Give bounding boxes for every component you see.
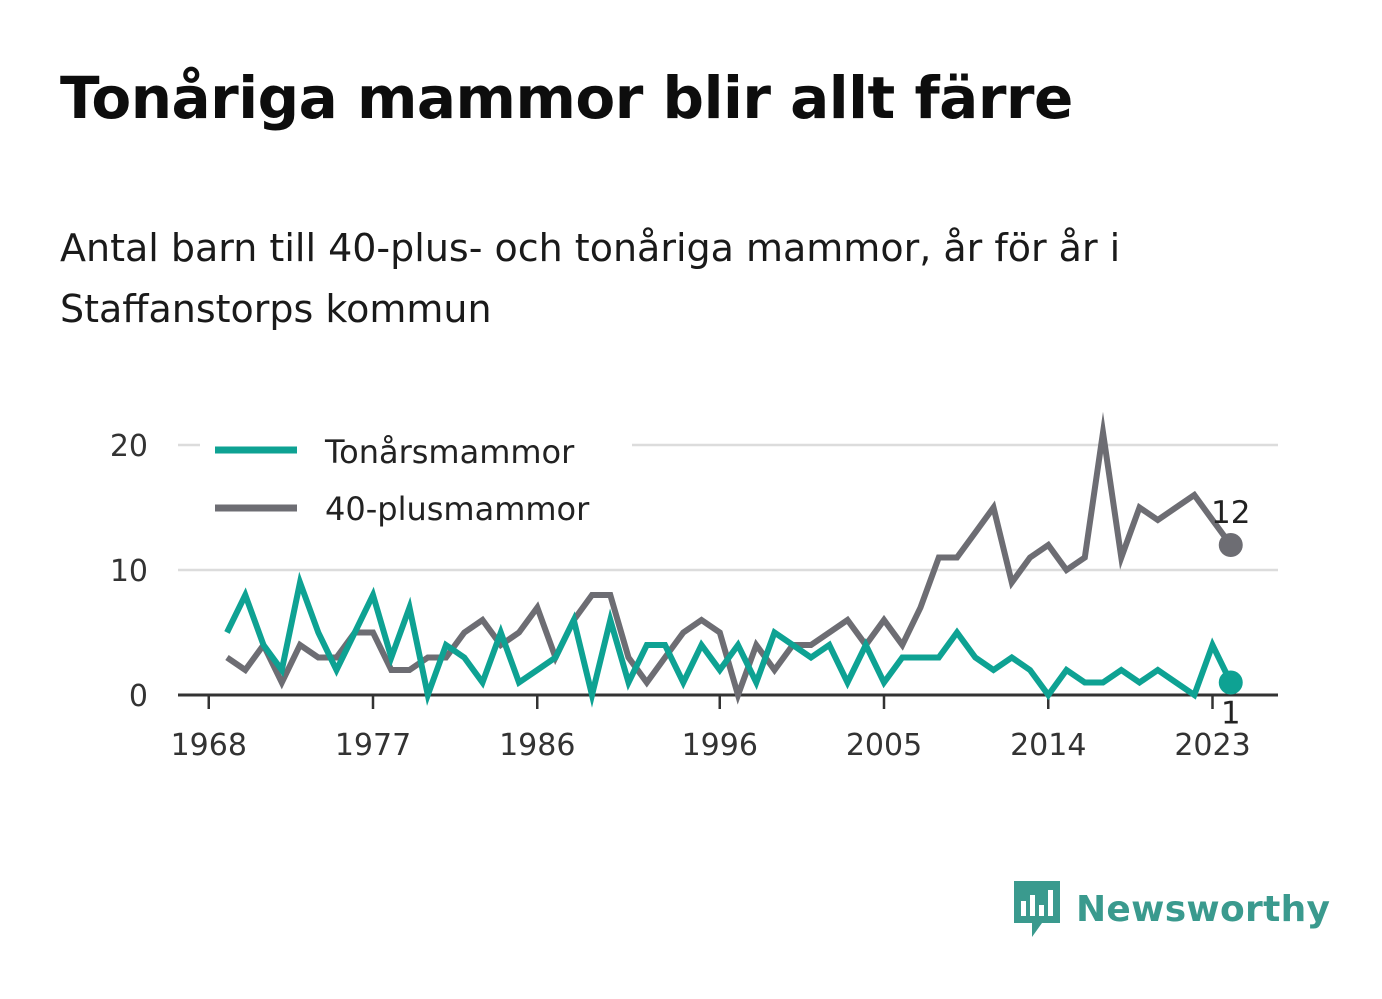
series-end-label-teen: 1: [1221, 696, 1241, 732]
y-tick-label: 0: [129, 679, 148, 714]
x-tick-label: 2014: [1010, 728, 1086, 763]
y-tick-label: 10: [110, 554, 148, 589]
newsworthy-logo-icon: [1014, 881, 1060, 937]
series-line-teen: [224, 571, 1234, 708]
page-subtitle: Antal barn till 40-plus- och tonåriga ma…: [60, 226, 1121, 331]
x-tick-label: 1996: [682, 728, 758, 763]
axis-layer: 0 10 20 1968 1977 1986 1996 2005 2014 2023: [110, 429, 1278, 763]
page-title: Tonåriga mammor blir allt färre: [60, 64, 1073, 132]
series-layer: 1 12: [224, 411, 1250, 732]
x-tick-label: 1968: [171, 728, 247, 763]
legend-label-teen: Tonårsmammor: [324, 433, 575, 471]
series-end-label-forty: 12: [1211, 495, 1250, 531]
brand-name: Newsworthy: [1076, 888, 1331, 930]
chart-legend: Tonårsmammor 40-plusmammor: [200, 424, 632, 548]
series-line-forty: [225, 411, 1234, 705]
series-end-dot-forty: [1218, 533, 1243, 557]
legend-background: [200, 424, 632, 548]
x-tick-label: 2005: [846, 728, 922, 763]
series-end-dot-teen: [1218, 670, 1243, 695]
x-tick-label: 2023: [1174, 728, 1250, 763]
x-tick-label: 1977: [335, 728, 411, 763]
x-tick-label: 1986: [499, 728, 575, 763]
y-tick-label: 20: [110, 429, 148, 464]
legend-label-forty: 40-plusmammor: [325, 490, 590, 528]
brand-logo: Newsworthy: [1012, 878, 1330, 940]
